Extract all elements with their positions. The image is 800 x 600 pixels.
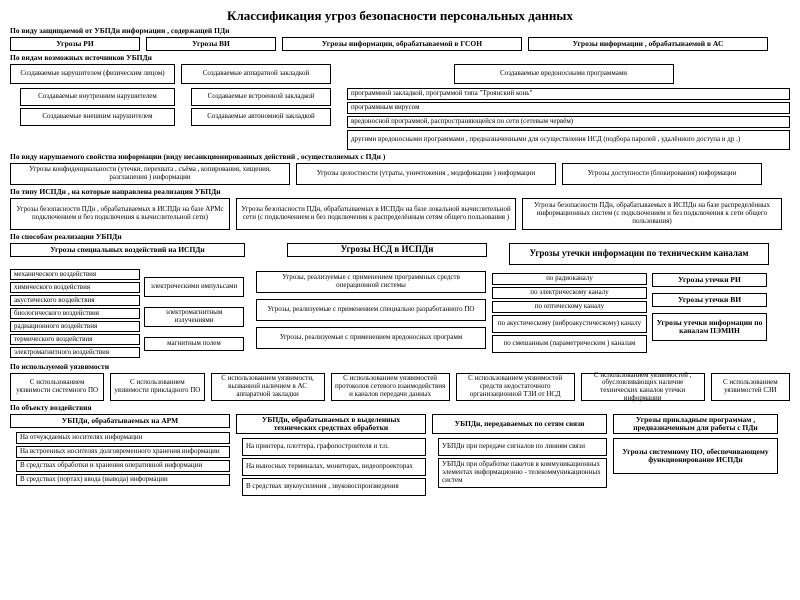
s5-rr2: Угрозы утечки ВИ — [652, 293, 767, 307]
s5-h2: Угрозы НСД в ИСПДн — [287, 243, 487, 257]
s7-m3: В средствах звукоусиления , звуковоспрои… — [242, 478, 426, 496]
s4-b2: Угрозы безопасности ПДн, обрабатываемых … — [236, 198, 516, 230]
s4-b3: Угрозы безопасности ПДн, обрабатываемых … — [522, 198, 782, 230]
section4-label: По типу ИСПДн , на которые направлена ре… — [10, 187, 790, 196]
s5-l6: термического воздействия — [10, 334, 140, 345]
s5-h1: Угрозы специальных воздействий на ИСПДн — [10, 243, 245, 257]
s7-h5: Угрозы системному ПО, обеспечивающему фу… — [613, 438, 778, 474]
s5-l5: радиационного воздействия — [10, 321, 140, 332]
s5-rc1: по радиоканалу — [492, 273, 647, 285]
section2-label: По видам возможных источников УБПДн — [10, 53, 790, 62]
s5-l1: механического воздействия — [10, 269, 140, 280]
s7-h3: УБПДн, передаваемых по сетям связи — [432, 414, 607, 434]
page-title: Классификация угроз безопасности персона… — [10, 8, 790, 24]
s3-b2: Угрозы целостности (утраты, уничтожения … — [296, 163, 556, 185]
section1-label: По виду защищаемой от УБПДн информации ,… — [10, 26, 790, 35]
s2-m-head: Создаваемые аппаратной закладкой — [181, 64, 331, 84]
s5-c2: Угрозы, реализуемые с применением специа… — [256, 299, 486, 321]
s5-l7: электромагнитного воздействия — [10, 347, 140, 358]
s2-m2: Создаваемые автономной закладкой — [191, 108, 331, 126]
s2-r2: программным вирусом — [347, 102, 790, 114]
s2-r3: вредоносной программой, распространяющей… — [347, 116, 790, 128]
s5-lm3: магнитным полем — [144, 337, 244, 351]
section3-label: По виду нарушаемого свойства информации … — [10, 152, 790, 161]
s7-l3: В средствах обработки и хранения операти… — [16, 460, 230, 472]
s2-l3: Создаваемые внешним нарушителем — [20, 108, 175, 126]
s7-m2: На выносных терминалах, мониторах, видео… — [242, 458, 426, 476]
s6-b7: С использованием уязвимостей СЗИ — [711, 373, 790, 401]
s6-b6: С использованием уязвимостей , обусловли… — [581, 373, 705, 401]
s7-l2: На встроенных носителях долговременного … — [16, 446, 230, 458]
s1-b2: Угрозы ВИ — [146, 37, 276, 51]
s7-m1: На принтера, плоттера, графопостроителя … — [242, 438, 426, 456]
s5-rr1: Угрозы утечки РИ — [652, 273, 767, 287]
s7-h1: УБПДн, обрабатываемых на АРМ — [10, 414, 230, 428]
s5-rc5: по смешанным (параметрическим ) каналам — [492, 335, 647, 353]
s5-c1: Угрозы, реализуемые с применением програ… — [256, 271, 486, 293]
s5-rc3: по оптическому каналу — [492, 301, 647, 313]
s5-lm1: электрическими импульсами — [144, 277, 244, 297]
s7-l1: На отчуждаемых носителях информации — [16, 432, 230, 444]
s3-b3: Угрозы доступности (блокирования) информ… — [562, 163, 762, 185]
s2-l1: Создаваемые нарушителем (физическим лицо… — [10, 64, 175, 84]
s1-b3: Угрозы информации, обрабатываемой в ГСОН — [282, 37, 522, 51]
section6-label: По используемой уязвимости — [10, 362, 790, 371]
s5-rr3: Угрозы утечки информации по каналам ПЭМИ… — [652, 313, 767, 341]
s5-h3: Угрозы утечки информации по техническим … — [509, 243, 769, 265]
s2-l2: Создаваемые внутренним нарушителем — [20, 88, 175, 106]
s5-rc2: по электрическому каналу — [492, 287, 647, 299]
s5-l3: акустического воздействия — [10, 295, 140, 306]
section7-label: По объекту воздействия — [10, 403, 790, 412]
s2-m1: Создаваемые встроенной закладкой — [191, 88, 331, 106]
s1-b1: Угрозы РИ — [10, 37, 140, 51]
s5-l4: биологического воздействия — [10, 308, 140, 319]
s7-h2: УБПДн, обрабатываемых в выделенных техни… — [236, 414, 426, 434]
s2-r1: программной закладкой, программой типа "… — [347, 88, 790, 100]
s2-r-head: Создаваемые вредоносными программами — [454, 64, 674, 84]
s5-rc4: по акустическому (виброакустическому) ка… — [492, 315, 647, 333]
s7-r1: УБПДн при передаче сигналов по линиям св… — [438, 438, 607, 456]
s6-b4: С использованием уязвимостей протоколов … — [331, 373, 450, 401]
s6-b5: С использованием уязвимостей средств нед… — [456, 373, 575, 401]
s7-l4: В средствах (портах) ввода (вывода) инфо… — [16, 474, 230, 486]
s5-c3: Угрозы, реализуемые с применением вредон… — [256, 327, 486, 349]
s5-l2: химического воздействия — [10, 282, 140, 293]
s2-r4: другими вредоносными программами , предн… — [347, 130, 790, 150]
s3-b1: Угрозы конфиденциальности (утечки, перех… — [10, 163, 290, 185]
s4-b1: Угрозы безопасности ПДн , обрабатываемых… — [10, 198, 230, 230]
s7-r2: УБПДн при обработке пакетов в коммуникац… — [438, 458, 607, 488]
section5-label: По способам реализации УБПДн — [10, 232, 790, 241]
s6-b3: С использованием уязвимости, вызванной н… — [211, 373, 325, 401]
s5-lm2: электромагнитным излучениями — [144, 307, 244, 327]
s6-b2: С использованием уязвимости прикладного … — [110, 373, 204, 401]
s6-b1: С использованием уязвимости системного П… — [10, 373, 104, 401]
s7-h4: Угрозы прикладным программам , предназна… — [613, 414, 778, 434]
s1-b4: Угрозы информации , обрабатываемой в АС — [528, 37, 768, 51]
